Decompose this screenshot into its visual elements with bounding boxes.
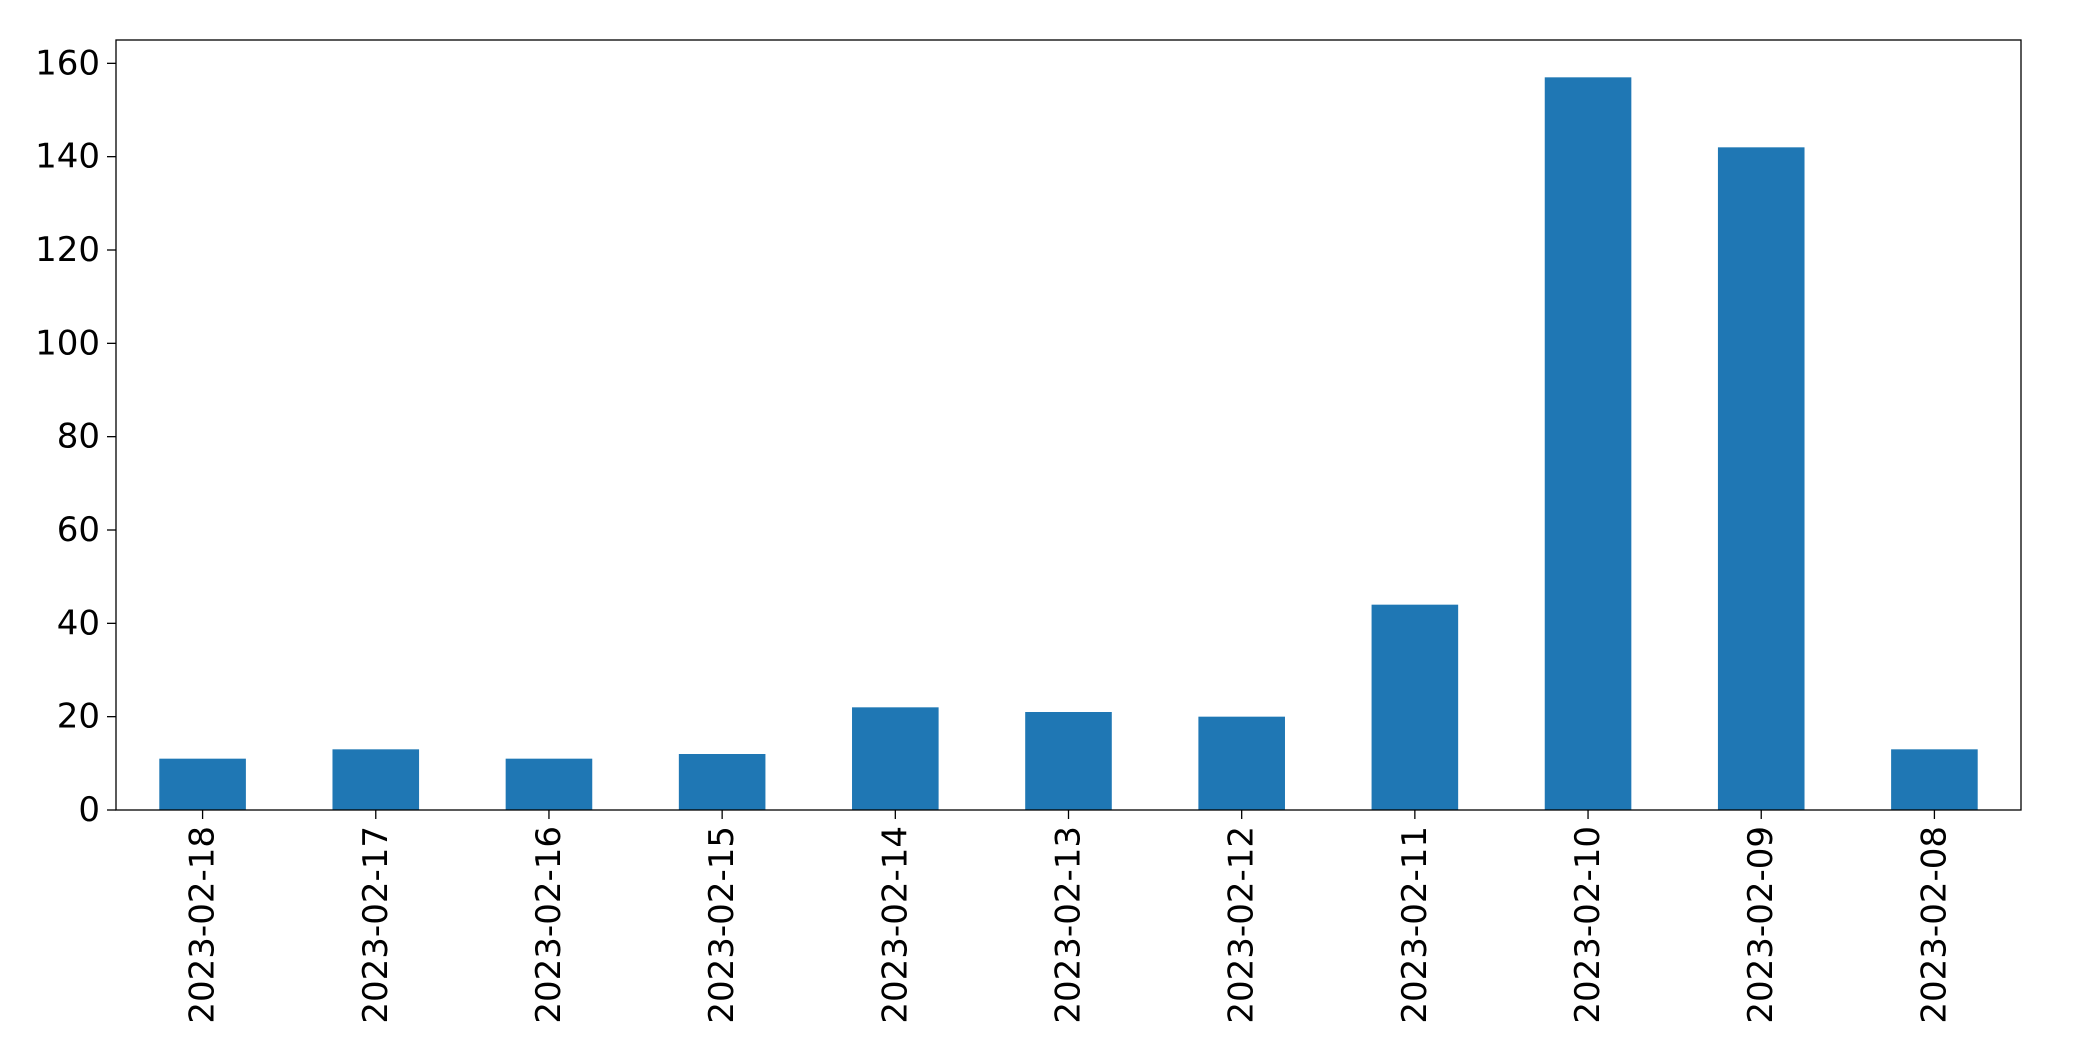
- x-tick-label: 2023-02-12: [1222, 826, 1262, 1024]
- x-tick-label: 2023-02-08: [1914, 826, 1954, 1024]
- x-tick-label: 2023-02-10: [1568, 826, 1608, 1024]
- y-tick-label: 140: [35, 137, 100, 177]
- bar-2023-02-12: [1198, 716, 1285, 810]
- x-ticks-group: 2023-02-18 2023-02-17 2023-02-16 2023-02-15…: [183, 810, 1954, 1024]
- bar-2023-02-15: [678, 754, 766, 810]
- x-tick-label: 2023-02-09: [1741, 826, 1781, 1024]
- y-tick-label: 100: [35, 323, 100, 363]
- x-tick-label: 2023-02-11: [1395, 826, 1435, 1024]
- x-tick-label: 2023-02-14: [875, 826, 915, 1024]
- bar-2023-02-16: [505, 758, 593, 810]
- y-tick-label: 120: [35, 230, 100, 270]
- y-ticks-group: 0 20 40 60 80 100 120 140 160: [35, 43, 116, 830]
- y-tick-label: 40: [57, 603, 100, 643]
- y-tick-label: 80: [57, 417, 100, 457]
- bar-2023-02-14: [852, 707, 939, 810]
- x-tick-label: 2023-02-13: [1049, 826, 1089, 1024]
- bar-2023-02-10: [1544, 77, 1632, 810]
- bars-group: [159, 77, 1978, 810]
- x-tick-label: 2023-02-15: [702, 826, 742, 1024]
- bar-2023-02-09: [1717, 147, 1805, 810]
- x-tick-label: 2023-02-17: [356, 826, 396, 1024]
- bar-2023-02-17: [332, 749, 420, 810]
- bar-2023-02-11: [1371, 604, 1459, 810]
- x-tick-label: 2023-02-16: [529, 826, 569, 1024]
- bar-2023-02-08: [1891, 749, 1978, 810]
- bar-2023-02-18: [159, 758, 246, 810]
- x-tick-label: 2023-02-18: [183, 826, 223, 1024]
- y-tick-label: 0: [78, 790, 100, 830]
- y-tick-label: 60: [57, 510, 100, 550]
- bar-2023-02-13: [1025, 712, 1112, 810]
- y-tick-label: 20: [57, 697, 100, 737]
- y-tick-label: 160: [35, 43, 100, 83]
